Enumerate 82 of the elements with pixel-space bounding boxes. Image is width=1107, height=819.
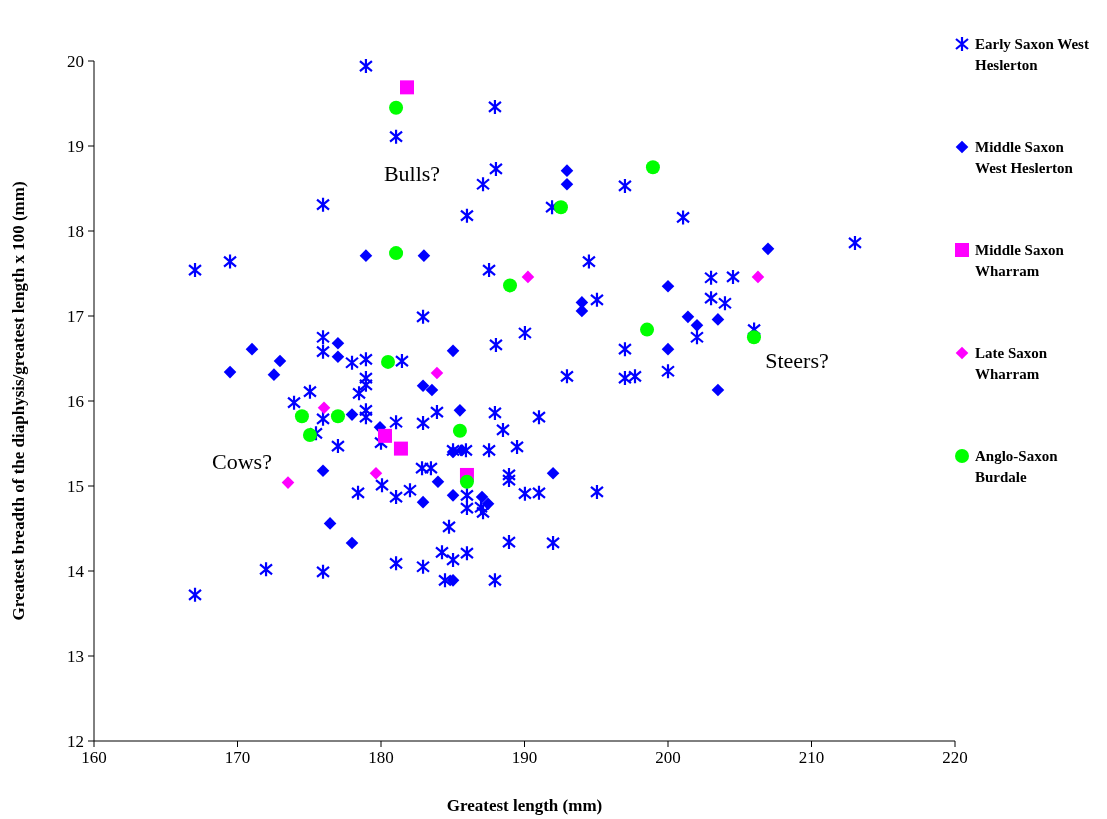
point bbox=[369, 466, 383, 480]
y-tick-label: 12 bbox=[67, 731, 84, 751]
legend-label: Anglo-Saxon Burdale bbox=[975, 448, 1059, 486]
point bbox=[560, 164, 574, 177]
legend-label: Early Saxon West Heslerton bbox=[975, 36, 1089, 74]
point bbox=[416, 495, 430, 509]
y-tick-label: 15 bbox=[67, 476, 84, 496]
point bbox=[416, 379, 430, 392]
point bbox=[746, 330, 761, 345]
legend-label: Middle Saxon Wharram bbox=[975, 242, 1065, 280]
annotation: Steers? bbox=[765, 347, 829, 373]
y-tick-label: 20 bbox=[67, 51, 84, 71]
point bbox=[430, 366, 444, 380]
y-tick-label: 19 bbox=[67, 136, 84, 156]
point bbox=[761, 242, 775, 256]
y-tick-label: 18 bbox=[67, 221, 84, 241]
x-tick-label: 210 bbox=[798, 748, 825, 767]
point bbox=[446, 489, 460, 502]
point bbox=[521, 270, 535, 284]
point bbox=[453, 404, 467, 417]
point bbox=[452, 423, 467, 438]
point bbox=[323, 517, 337, 530]
x-tick-label: 220 bbox=[942, 748, 968, 767]
x-axis-title: Greatest length (mm) bbox=[446, 796, 603, 815]
y-tick-label: 14 bbox=[67, 561, 85, 581]
point bbox=[446, 344, 460, 358]
point bbox=[331, 336, 345, 350]
point bbox=[661, 279, 675, 293]
point bbox=[575, 304, 589, 318]
point bbox=[459, 474, 474, 489]
point bbox=[389, 100, 404, 115]
point bbox=[381, 354, 396, 369]
legend-label: Middle Saxon West Heslerton bbox=[975, 139, 1074, 177]
point bbox=[661, 342, 675, 356]
point bbox=[359, 249, 373, 262]
x-tick-label: 160 bbox=[81, 748, 107, 767]
legend-label: Late Saxon Wharram bbox=[975, 345, 1048, 383]
y-tick-label: 17 bbox=[67, 306, 85, 326]
point bbox=[446, 574, 460, 587]
point bbox=[711, 383, 725, 397]
point bbox=[640, 322, 655, 337]
point bbox=[267, 368, 281, 381]
point bbox=[553, 200, 568, 215]
point bbox=[560, 177, 574, 191]
point bbox=[330, 409, 345, 424]
point bbox=[273, 354, 287, 368]
x-tick-label: 170 bbox=[224, 748, 251, 767]
x-tick-label: 200 bbox=[655, 748, 681, 767]
x-tick-label: 180 bbox=[368, 748, 394, 767]
point bbox=[711, 313, 725, 326]
point bbox=[503, 278, 518, 293]
y-axis-title: Greatest breadth of the diaphysis/greatest length x 100 (mm) bbox=[9, 181, 28, 621]
y-tick-label: 16 bbox=[67, 391, 84, 411]
point bbox=[393, 441, 408, 456]
point bbox=[316, 464, 330, 477]
point bbox=[345, 536, 359, 550]
point bbox=[399, 80, 414, 95]
point bbox=[417, 249, 431, 262]
point bbox=[331, 350, 345, 364]
point bbox=[294, 409, 309, 424]
point bbox=[425, 383, 439, 397]
point bbox=[302, 428, 317, 442]
point bbox=[345, 408, 359, 421]
point bbox=[645, 160, 660, 175]
point bbox=[546, 466, 560, 480]
point bbox=[378, 428, 393, 443]
point bbox=[245, 342, 259, 356]
point bbox=[690, 319, 704, 332]
point bbox=[455, 444, 469, 457]
x-tick-label: 190 bbox=[511, 748, 538, 767]
point bbox=[281, 476, 295, 489]
point bbox=[389, 246, 404, 261]
point bbox=[681, 310, 695, 324]
point bbox=[223, 365, 237, 379]
point bbox=[475, 490, 489, 504]
point bbox=[431, 475, 445, 489]
point bbox=[481, 497, 495, 511]
annotation: Cows? bbox=[212, 448, 272, 474]
point bbox=[751, 270, 765, 284]
point bbox=[317, 401, 331, 415]
annotation: Bulls? bbox=[383, 160, 441, 186]
y-tick-label: 13 bbox=[67, 646, 84, 666]
